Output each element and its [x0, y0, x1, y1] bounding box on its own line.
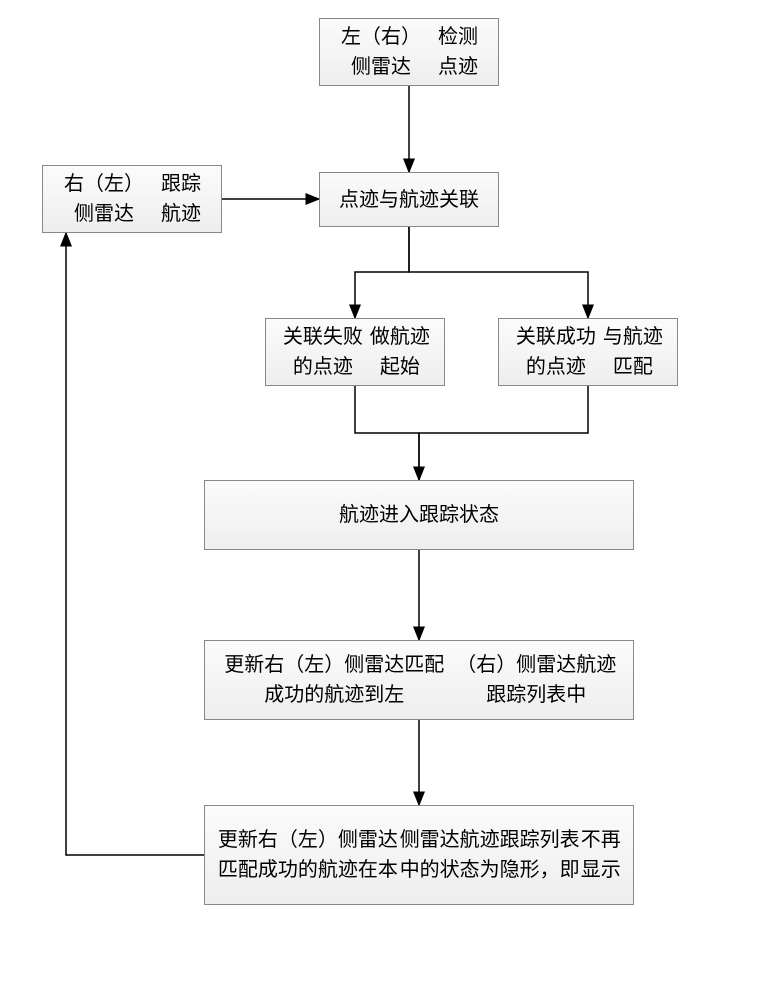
flowchart-node-n8: 更新右（左）侧雷达匹配成功的航迹在本侧雷达航迹跟踪列表中的状态为隐形，即不再显示 — [204, 805, 634, 905]
flowchart-node-n3: 点迹与航迹关联 — [319, 172, 499, 227]
flowchart-node-n4: 关联失败的点迹做航迹起始 — [265, 318, 445, 386]
edge-n5-n6 — [419, 386, 588, 480]
flowchart-node-n7: 更新右（左）侧雷达匹配成功的航迹到左（右）侧雷达航迹跟踪列表中 — [204, 640, 634, 720]
flowchart-node-n2: 右（左）侧雷达跟踪航迹 — [42, 165, 222, 233]
edge-n8-n2 — [66, 233, 204, 855]
edge-n3-n4 — [355, 227, 409, 318]
flowchart-node-n1: 左（右）侧雷达检测点迹 — [319, 18, 499, 86]
flowchart-node-n6: 航迹进入跟踪状态 — [204, 480, 634, 550]
edge-n4-n6 — [355, 386, 419, 480]
edge-n3-n5 — [409, 227, 588, 318]
flowchart-node-n5: 关联成功的点迹与航迹匹配 — [498, 318, 678, 386]
